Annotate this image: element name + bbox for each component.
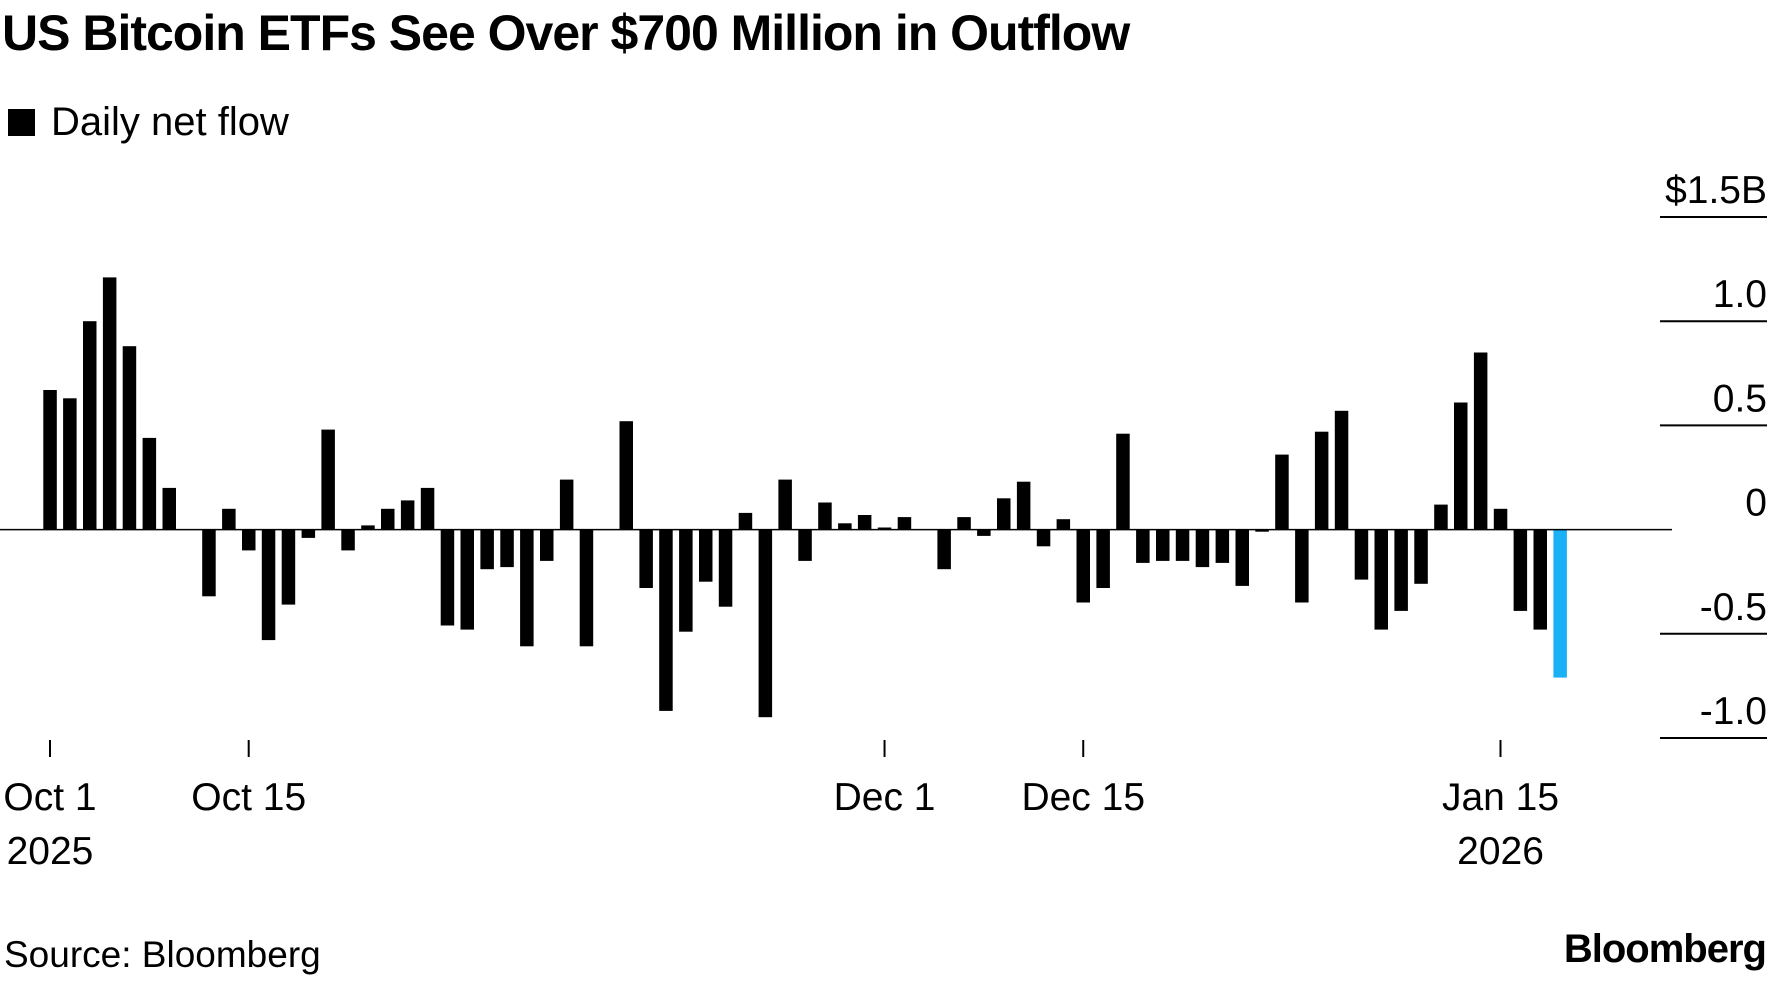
bar [122, 346, 137, 530]
bar [321, 429, 335, 530]
brand-logo: Bloomberg [1563, 927, 1767, 971]
bar [738, 512, 753, 530]
x-tick-year-label: 2025 [7, 830, 94, 873]
bar [897, 517, 912, 530]
bar [242, 529, 256, 551]
x-tick-year-label: 2026 [1457, 830, 1544, 873]
bar [579, 529, 594, 647]
bar [559, 479, 574, 530]
chart-title: US Bitcoin ETFs See Over $700 Million in… [2, 5, 1130, 61]
bar [1255, 529, 1269, 532]
y-axis: $1.5B 1.0 0.5 0 -0.5 -1.0 [1660, 169, 1767, 739]
bar [301, 529, 316, 538]
bar [261, 529, 276, 641]
bar [639, 529, 653, 588]
bar [202, 529, 216, 597]
bar [818, 502, 832, 530]
bar [1056, 519, 1071, 530]
y-tick-label: 0 [1745, 482, 1767, 525]
bar-chart: $1.5B 1.0 0.5 0 -0.5 -1.0 Oct 1 2025 Oct 15 Dec … [0, 169, 1767, 873]
bar [997, 498, 1011, 530]
bar [798, 529, 812, 561]
x-tick-label: Oct 1 [3, 776, 96, 819]
bar [420, 487, 435, 530]
bar [381, 508, 395, 530]
bar [480, 529, 494, 570]
bar [341, 529, 355, 551]
bar [1076, 529, 1090, 603]
legend-swatch [8, 109, 35, 136]
x-axis: Oct 1 2025 Oct 15 Dec 1 Dec 15 Jan 15 2026 [3, 740, 1559, 873]
bar [400, 500, 415, 530]
y-tick-label: -0.5 [1700, 586, 1767, 629]
bar [162, 487, 176, 530]
bar [1414, 529, 1428, 584]
bar [679, 529, 693, 632]
y-tick-label: -1.0 [1700, 690, 1767, 733]
bar [1136, 529, 1150, 563]
bar [1533, 529, 1547, 630]
bar [43, 390, 57, 530]
bar [1235, 529, 1249, 586]
bar [1215, 529, 1230, 563]
bars-group [43, 277, 1567, 718]
bar [857, 515, 872, 530]
bar [142, 437, 157, 530]
bar [659, 529, 673, 711]
bar [957, 517, 971, 530]
bar [838, 523, 852, 530]
bar [1275, 454, 1289, 530]
bar [222, 508, 236, 530]
bar [1295, 529, 1309, 603]
bar [1493, 508, 1508, 530]
bar [699, 529, 713, 582]
bar [1434, 504, 1448, 530]
bar [1513, 529, 1528, 611]
bar [1016, 481, 1031, 530]
x-tick-label: Dec 1 [834, 776, 936, 819]
bar [1394, 529, 1408, 611]
bar [1175, 529, 1190, 561]
bar [778, 479, 792, 530]
bar [102, 277, 117, 530]
bar [1454, 402, 1468, 530]
bar [977, 529, 991, 536]
bar [1156, 529, 1170, 561]
bar [1374, 529, 1388, 630]
bar [440, 529, 455, 626]
bar [1096, 529, 1110, 588]
bar [1195, 529, 1210, 568]
bar [1473, 352, 1488, 530]
bar [758, 529, 773, 718]
bar [1314, 431, 1329, 530]
bar [500, 529, 514, 568]
y-tick-label: 1.0 [1713, 273, 1767, 316]
x-tick-label: Oct 15 [191, 776, 306, 819]
bar [1334, 410, 1349, 530]
legend-label: Daily net flow [51, 100, 289, 144]
bar [520, 529, 534, 647]
bar [937, 529, 951, 570]
bar [1036, 529, 1051, 547]
bar [718, 529, 733, 607]
y-tick-label: 0.5 [1713, 377, 1767, 420]
source-note: Source: Bloomberg [4, 934, 321, 975]
bar [1354, 529, 1369, 580]
chart-legend: Daily net flow [8, 100, 289, 145]
bar [1116, 433, 1130, 530]
bar [83, 321, 97, 530]
x-tick-label: Dec 15 [1021, 776, 1145, 819]
bar [619, 421, 633, 530]
bar [540, 529, 554, 561]
bar-highlight [1553, 529, 1567, 678]
bar [281, 529, 296, 605]
bar [460, 529, 474, 630]
bar [877, 527, 892, 530]
bar [63, 398, 77, 530]
bar [361, 525, 375, 530]
x-tick-label: Jan 15 [1442, 776, 1559, 819]
y-tick-label: $1.5B [1665, 169, 1767, 212]
